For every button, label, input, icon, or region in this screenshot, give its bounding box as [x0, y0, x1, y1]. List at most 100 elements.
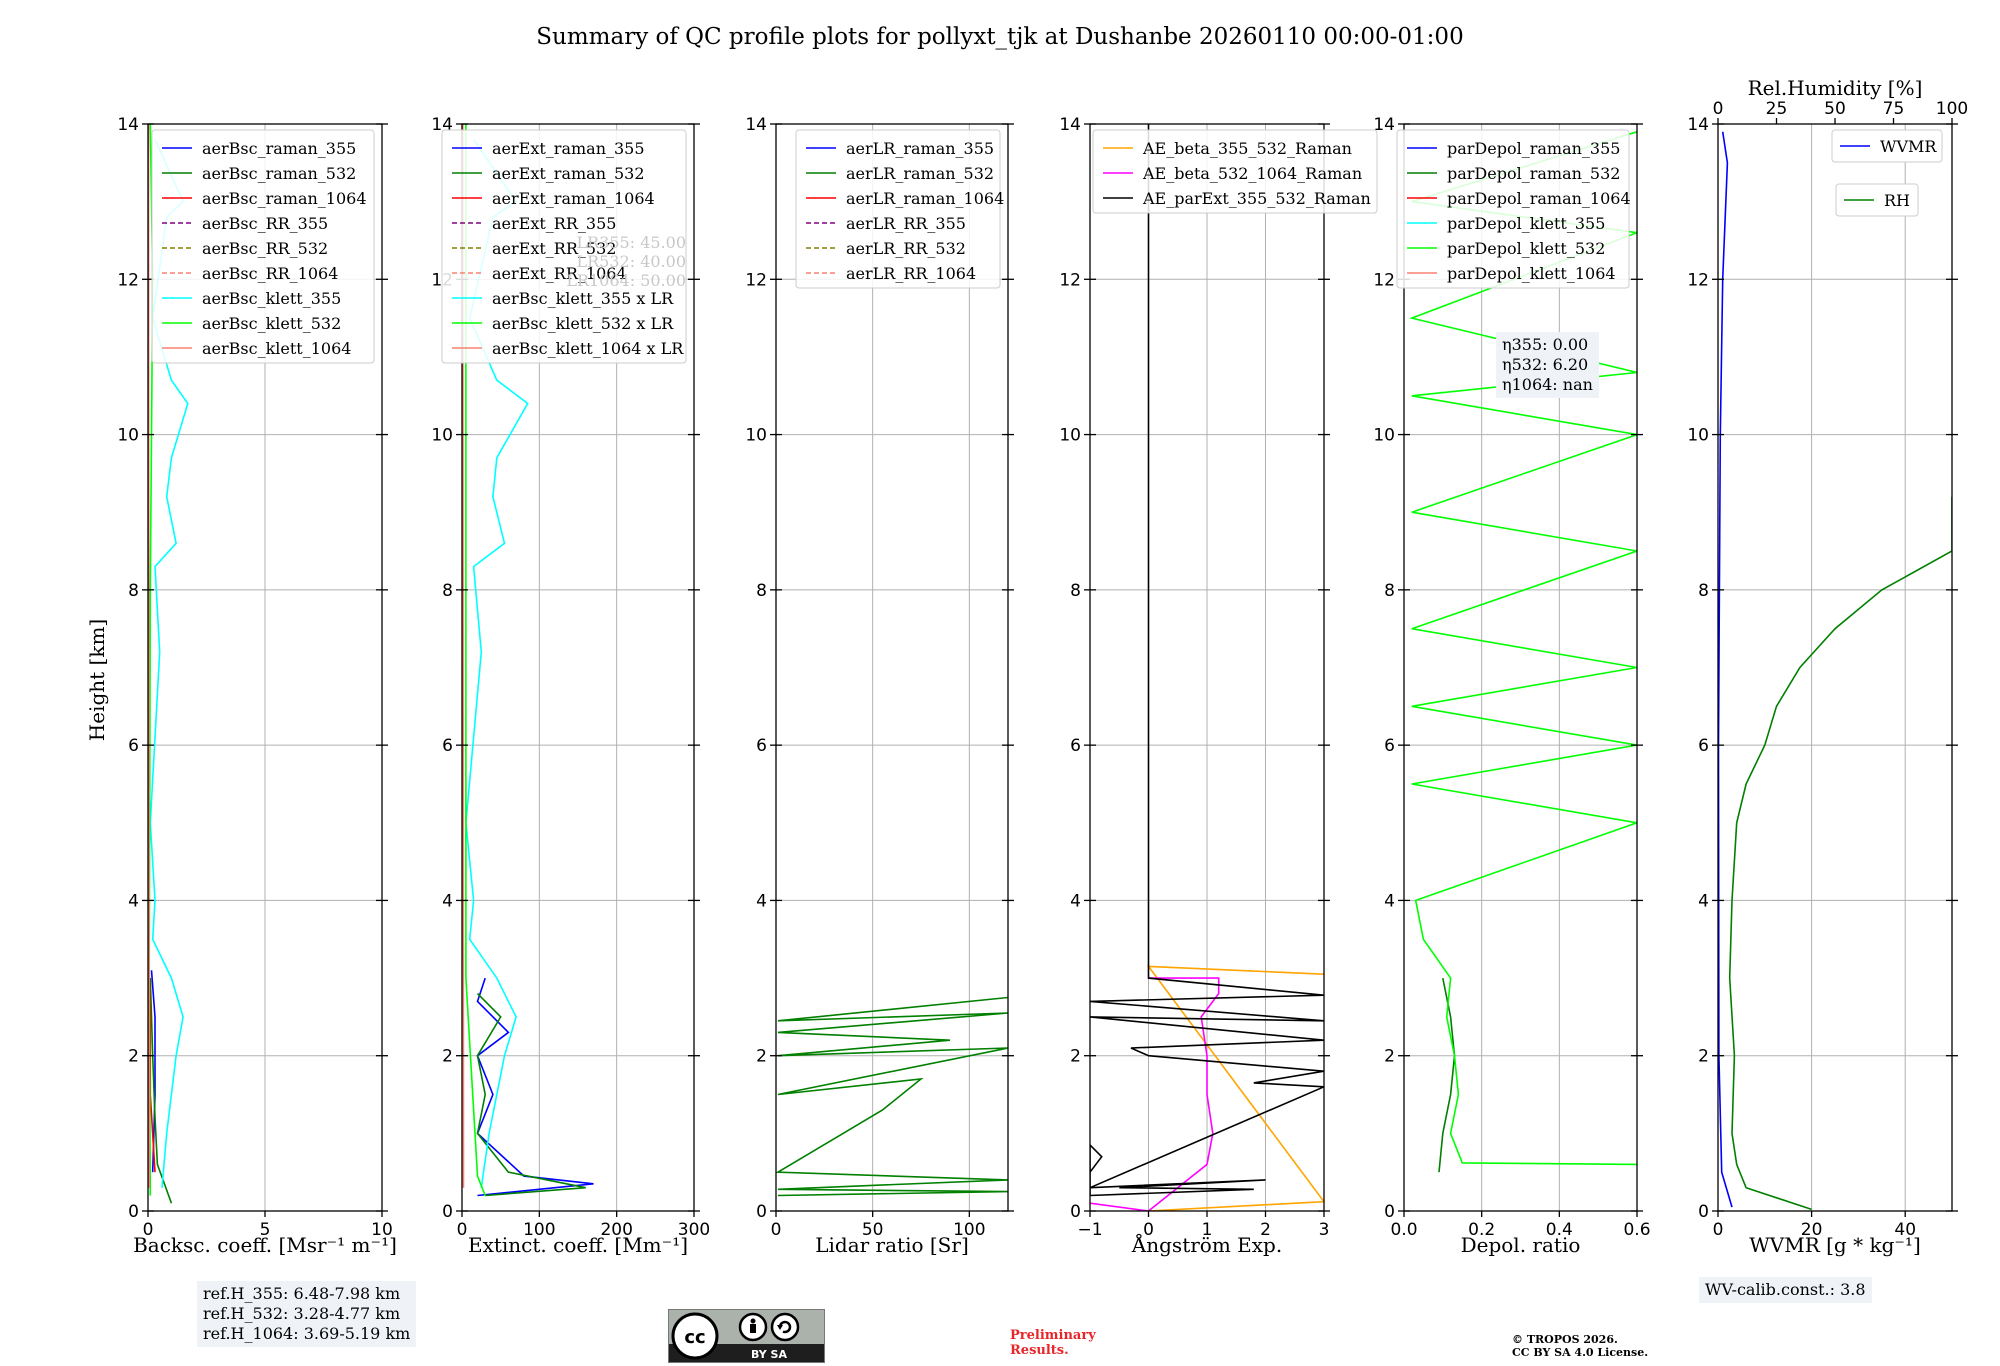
legend-label: parDepol_klett_1064 [1447, 264, 1616, 283]
legend-label: parDepol_klett_532 [1447, 239, 1605, 258]
legend-label: aerBsc_raman_532 [202, 164, 356, 183]
legend-box [795, 129, 1001, 289]
x-axis-label: Lidar ratio [Sr] [815, 1233, 969, 1257]
preliminary-line: Results. [1010, 1343, 1069, 1358]
x-tick-label: 3 [1319, 1220, 1330, 1240]
x-tick-label: 1 [1202, 1220, 1213, 1240]
x-tick-label: 0 [771, 1220, 782, 1240]
lr-label: LR355: 45.00 [577, 233, 687, 252]
preliminary-line: Preliminary [1010, 1328, 1096, 1343]
y-tick-label: 8 [442, 581, 453, 601]
legend-label: AE_beta_532_1064_Raman [1142, 164, 1362, 183]
x-axis-label: Ångström Exp. [1131, 1232, 1282, 1257]
series-line [1728, 496, 1952, 1211]
y-tick-label: 0 [442, 1202, 453, 1222]
y-tick-label: 0 [1698, 1202, 1709, 1222]
series-line [149, 978, 173, 1204]
y-tick-label: 10 [745, 426, 767, 446]
ref-height-box: ref.H_355: 6.48-7.98 km ref.H_532: 3.28-… [197, 1281, 417, 1347]
legend-label: aerBsc_RR_1064 [202, 264, 338, 283]
x-tick-label: 100 [953, 1220, 985, 1240]
eta-line: η355: 0.00 [1502, 335, 1589, 354]
y-tick-label: 10 [1373, 426, 1395, 446]
series-line [1438, 977, 1456, 1173]
legend-label: aerLR_RR_532 [846, 239, 966, 258]
copyright-note: © TROPOS 2026. CC BY SA 4.0 License. [1512, 1333, 1648, 1359]
x-tick-label: 0.4 [1546, 1220, 1573, 1240]
legend-label: aerBsc_raman_1064 [202, 189, 367, 208]
x-tick-label: 2 [1260, 1220, 1271, 1240]
legend-label: aerBsc_RR_355 [202, 214, 328, 233]
y-tick-label: 14 [1059, 115, 1081, 135]
x-tick-label: 0 [1143, 1220, 1154, 1240]
x-tick-label: 0 [457, 1220, 468, 1240]
y-tick-label: 6 [756, 736, 767, 756]
preliminary-note: Preliminary Results. [1010, 1328, 1096, 1358]
cc-license-badge: cc BY SA [668, 1309, 825, 1363]
x-tick-label: 200 [600, 1220, 632, 1240]
panel-5: 0 2 4 6 8 10 12 14 0.0 0.2 0.4 0.6 Depol. ratio parDe… [1373, 115, 1650, 1257]
y-tick-label: 2 [128, 1047, 139, 1067]
legend-label: parDepol_klett_355 [1447, 214, 1605, 233]
legend-box [1092, 129, 1378, 214]
legend-label: aerBsc_klett_1064 [202, 339, 351, 358]
legend-label: aerExt_RR_532 [492, 239, 616, 258]
x-tick-label: 50 [862, 1220, 884, 1240]
series-line [1146, 965, 1324, 1211]
top-x-tick-label: 100 [1936, 99, 1968, 119]
y-tick-label: 12 [1687, 270, 1709, 290]
y-tick-label: 14 [745, 115, 767, 135]
series-line [1090, 977, 1220, 1211]
y-tick-label: 4 [128, 891, 139, 911]
legend-box [151, 129, 375, 364]
copyright-line: © TROPOS 2026. [1512, 1333, 1618, 1346]
share-alike-icon [770, 1312, 800, 1342]
y-tick-label: 0 [756, 1202, 767, 1222]
copyright-line: CC BY SA 4.0 License. [1512, 1346, 1649, 1359]
legend-label: aerExt_RR_355 [492, 214, 616, 233]
top-x-tick-label: 75 [1883, 99, 1905, 119]
x-tick-label: 0 [1713, 1220, 1724, 1240]
svg-text:cc: cc [684, 1327, 705, 1348]
x-tick-label: 0.2 [1468, 1220, 1495, 1240]
y-tick-label: 8 [128, 581, 139, 601]
y-tick-label: 0 [1384, 1202, 1395, 1222]
y-tick-label: 6 [1384, 736, 1395, 756]
y-tick-label: 0 [128, 1202, 139, 1222]
x-tick-label: 0.0 [1390, 1220, 1417, 1240]
legend-label: aerExt_raman_532 [492, 164, 645, 183]
legend-label: aerBsc_raman_355 [202, 139, 356, 158]
x-tick-label: 300 [678, 1220, 710, 1240]
x-tick-label: −1 [1077, 1220, 1102, 1240]
x-axis-label: WVMR [g * kg⁻¹] [1749, 1233, 1921, 1257]
y-tick-label: 12 [117, 270, 139, 290]
legend-label: aerLR_raman_355 [846, 139, 994, 158]
plot-frame [1403, 123, 1638, 1212]
eta-box: η355: 0.00 η532: 6.20 η1064: nan [1496, 332, 1599, 398]
legend-label: aerLR_RR_1064 [846, 264, 976, 283]
series-line [465, 124, 486, 1196]
legend-label: aerLR_RR_355 [846, 214, 966, 233]
y-tick-label: 2 [1698, 1047, 1709, 1067]
cc-logo-icon [671, 1312, 719, 1360]
y-tick-label: 2 [1384, 1047, 1395, 1067]
legend-box [1831, 129, 1943, 163]
y-tick-label: 4 [756, 891, 767, 911]
x-tick-label: 40 [1894, 1220, 1916, 1240]
y-tick-label: 10 [1059, 426, 1081, 446]
y-tick-label: 14 [1687, 115, 1709, 135]
y-axis-label: Height [km] [85, 619, 109, 741]
ref-height-line: ref.H_1064: 3.69-5.19 km [203, 1324, 411, 1343]
legend-label: aerBsc_klett_355 x LR [492, 289, 674, 308]
y-tick-label: 8 [1698, 581, 1709, 601]
legend-label: aerExt_RR_1064 [492, 264, 627, 283]
y-tick-label: 4 [1698, 891, 1709, 911]
legend-label: RH [1884, 191, 1910, 210]
x-tick-label: 0.6 [1623, 1220, 1650, 1240]
y-tick-label: 14 [117, 115, 139, 135]
legend-label: AE_parExt_355_532_Raman [1142, 189, 1371, 208]
plot-frame [461, 123, 695, 1212]
wv-calib-text: WV-calib.const.: 3.8 [1705, 1280, 1866, 1299]
legend-label: aerLR_raman_532 [846, 164, 994, 183]
